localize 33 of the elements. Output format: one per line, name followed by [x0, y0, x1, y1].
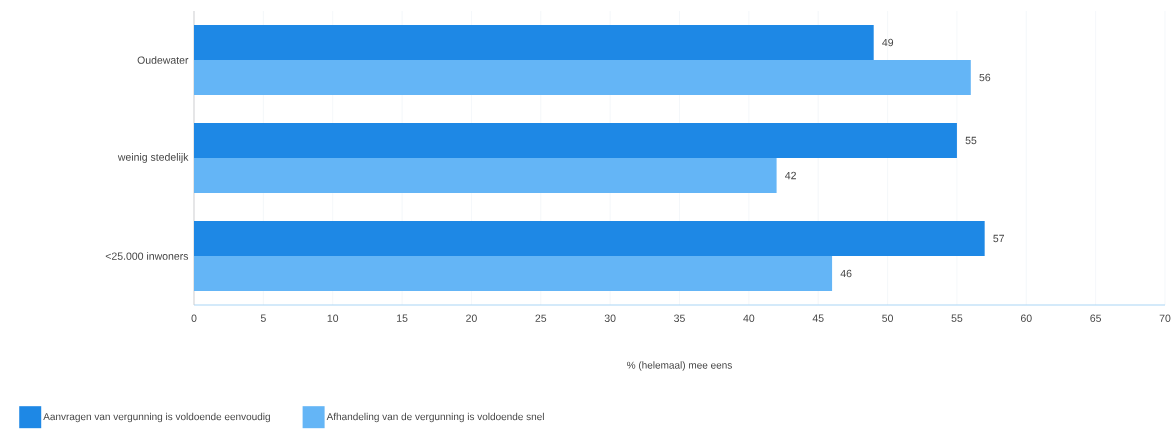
- x-tick-label: 45: [812, 314, 824, 322]
- x-tick-label: 10: [327, 314, 339, 322]
- legend-label: Aanvragen van vergunning is voldoende eenvoudig: [43, 412, 270, 423]
- data-label: 49: [882, 38, 894, 47]
- bar: [194, 158, 777, 193]
- data-label: 55: [965, 136, 977, 145]
- data-label: 42: [785, 171, 796, 180]
- x-axis-title: % (helemaal) mee eens: [627, 361, 732, 371]
- x-tick-label: 0: [191, 314, 197, 322]
- x-tick-label: 30: [604, 314, 616, 322]
- data-label: 56: [979, 73, 991, 82]
- bar: [194, 25, 874, 60]
- legend-label: Afhandeling van de vergunning is voldoende snel: [326, 412, 544, 423]
- x-tick-label: 5: [260, 314, 266, 322]
- x-tick-label: 35: [674, 314, 685, 322]
- x-tick-label: 25: [535, 314, 547, 322]
- x-tick-label: 70: [1159, 314, 1171, 322]
- x-tick-label: 65: [1090, 314, 1102, 322]
- y-tick-label: weinig stedelijk: [117, 153, 189, 163]
- data-label: 46: [840, 269, 852, 278]
- x-tick-label: 40: [743, 314, 755, 322]
- x-tick-label: 20: [466, 314, 477, 322]
- x-tick-label: 55: [951, 314, 963, 322]
- y-tick-label: <25.000 inwoners: [105, 252, 189, 260]
- bar: [194, 123, 957, 159]
- x-tick-label: 50: [882, 314, 893, 322]
- data-label: 57: [993, 234, 1005, 243]
- bar: [194, 221, 985, 256]
- y-tick-label: Oudewater: [137, 56, 189, 64]
- x-tick-label: 15: [397, 314, 408, 322]
- x-tick-label: 60: [1020, 314, 1032, 322]
- bar: [194, 256, 833, 291]
- bar: [194, 60, 971, 95]
